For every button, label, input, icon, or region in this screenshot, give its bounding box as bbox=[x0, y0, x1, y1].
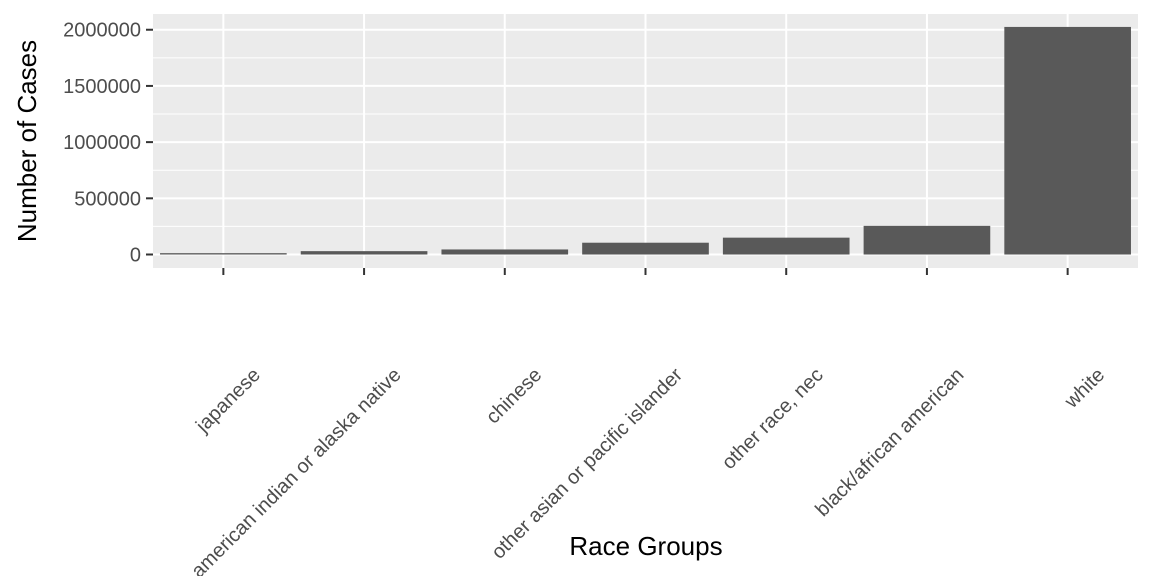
major-gridlines bbox=[153, 14, 1138, 268]
y-tick-label: 1500000 bbox=[63, 76, 141, 98]
bar bbox=[160, 253, 287, 255]
y-axis-title: Number of Cases bbox=[12, 40, 42, 242]
y-axis: 0 500000 1000000 1500000 2000000 bbox=[63, 20, 153, 267]
x-tick-label: chinese bbox=[482, 364, 546, 428]
bar bbox=[441, 249, 569, 255]
x-axis-title: Race Groups bbox=[569, 531, 722, 561]
y-tick-label: 1000000 bbox=[63, 132, 141, 154]
bar bbox=[300, 251, 428, 255]
bars bbox=[160, 26, 1131, 255]
x-tick-label: other race, nec bbox=[718, 364, 828, 474]
y-tick-label: 0 bbox=[130, 245, 141, 267]
y-tick-label: 2000000 bbox=[63, 20, 141, 42]
bar bbox=[722, 237, 850, 255]
bar bbox=[1004, 26, 1131, 255]
bar bbox=[582, 242, 709, 255]
x-tick-label: japanese bbox=[191, 364, 265, 438]
x-tick-label: black/african american bbox=[811, 364, 968, 521]
y-tick-label: 500000 bbox=[74, 188, 141, 210]
x-tick-label: white bbox=[1060, 364, 1109, 413]
bar bbox=[863, 225, 991, 255]
